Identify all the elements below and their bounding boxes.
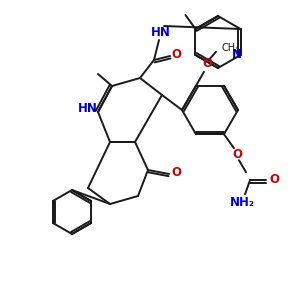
Text: HN: HN xyxy=(151,26,171,38)
Text: HN: HN xyxy=(78,103,98,116)
Text: O: O xyxy=(171,49,181,62)
Text: N: N xyxy=(232,49,242,62)
Text: O: O xyxy=(171,167,181,179)
Text: O: O xyxy=(232,148,242,161)
Text: O: O xyxy=(269,173,279,186)
Text: O: O xyxy=(202,57,212,70)
Text: CH₃: CH₃ xyxy=(222,43,240,53)
Text: NH₂: NH₂ xyxy=(230,196,254,209)
